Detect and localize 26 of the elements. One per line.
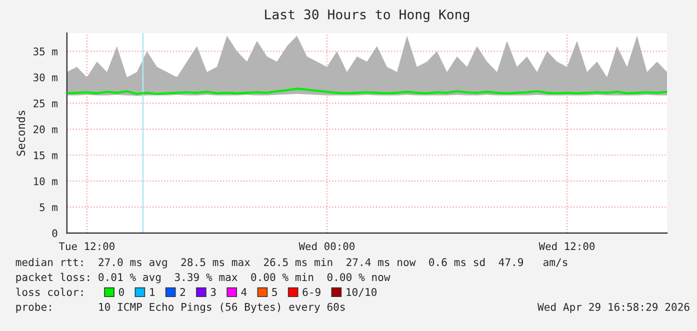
legend-label: 4 — [241, 288, 247, 296]
y-tick-label: 30 m — [33, 73, 58, 82]
y-tick-label: 20 m — [34, 125, 58, 134]
legend-label: 1 — [150, 288, 155, 296]
x-tick-label: Wed 12:00 — [538, 242, 595, 250]
y-tick-label: 10 m — [34, 177, 58, 186]
legend-label: 6-9 — [302, 288, 320, 296]
legend-label: 2 — [180, 288, 185, 296]
x-tick-label: Wed 00:00 — [298, 242, 355, 250]
y-tick-label: 35 m — [33, 48, 58, 56]
legend-label: 10/10 — [346, 288, 376, 297]
y-tick-label: 15 m — [34, 152, 58, 160]
chart-title: Last 30 Hours to Hong Kong — [265, 9, 470, 22]
legend-label: 0 — [118, 288, 124, 296]
y-tick-label: 5 m — [40, 203, 58, 212]
text: Wed Apr 29 16:58:29 2026 — [538, 302, 690, 313]
y-tick-label: 25 m — [34, 99, 58, 108]
x-tick-label: Tue 12:00 — [58, 242, 114, 250]
y-tick-label: 0 — [52, 229, 58, 238]
text: median rtt: 27.0 ms avg 28.5 ms max 26.5 ms min 27.4 ms now 0.6 ms sd 47.9 am/s — [16, 258, 568, 268]
legend-label: 3 — [210, 288, 216, 296]
text: probe: 10 ICMP Echo Pings (56 Bytes) every 60s — [16, 302, 345, 313]
y-axis-title: Seconds — [16, 110, 26, 156]
legend-title: loss color: — [16, 288, 83, 296]
legend-label: 5 — [272, 288, 277, 296]
text: packet loss: 0.01 % avg 3.39 % max 0.00 % min 0.00 % now — [16, 272, 390, 284]
